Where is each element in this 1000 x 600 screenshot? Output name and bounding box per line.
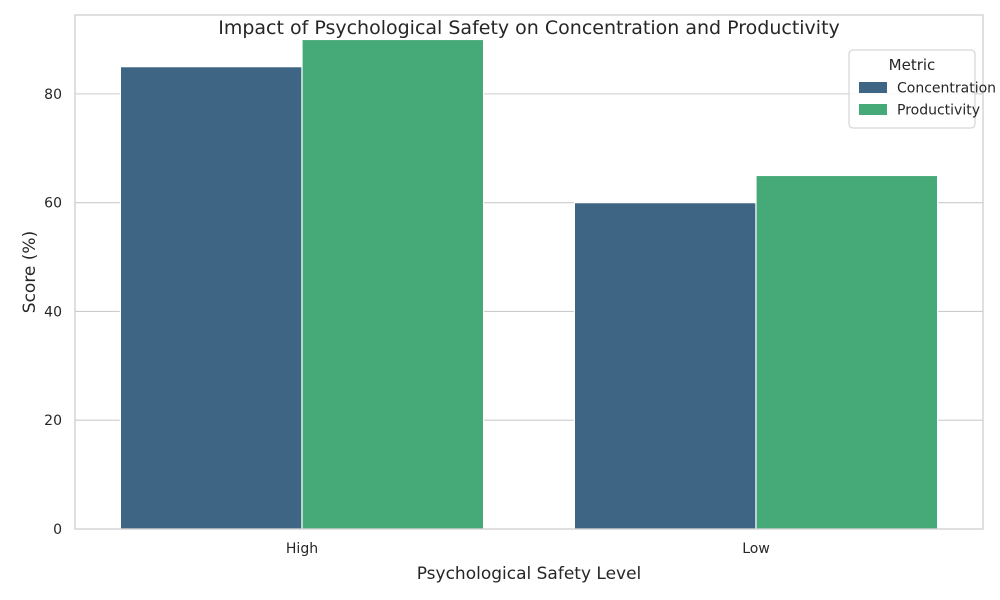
- y-tick-label: 60: [44, 196, 62, 212]
- legend-swatch-productivity: [859, 104, 887, 115]
- legend-swatch-concentration: [859, 82, 887, 93]
- x-tick-label: High: [286, 541, 318, 557]
- x-tick-label: Low: [742, 541, 770, 557]
- y-tick-label: 40: [44, 304, 62, 320]
- y-tick-label: 20: [44, 413, 62, 429]
- y-axis-label: Score (%): [20, 231, 40, 313]
- legend: Metric Concentration Productivity: [848, 49, 996, 129]
- bar-productivity-low: [755, 174, 939, 530]
- y-tick-label: 80: [44, 87, 62, 103]
- bar-concentration-low: [573, 202, 757, 530]
- legend-label-concentration: Concentration: [897, 81, 996, 97]
- bar-productivity-high: [301, 38, 485, 530]
- legend-title: Metric: [889, 56, 936, 74]
- y-tick-label: 0: [53, 522, 62, 538]
- bar-concentration-high: [119, 66, 303, 530]
- legend-label-productivity: Productivity: [897, 103, 980, 119]
- plot-area: [74, 14, 984, 530]
- x-axis-label: Psychological Safety Level: [417, 564, 642, 584]
- chart-title: Impact of Psychological Safety on Concen…: [218, 17, 840, 39]
